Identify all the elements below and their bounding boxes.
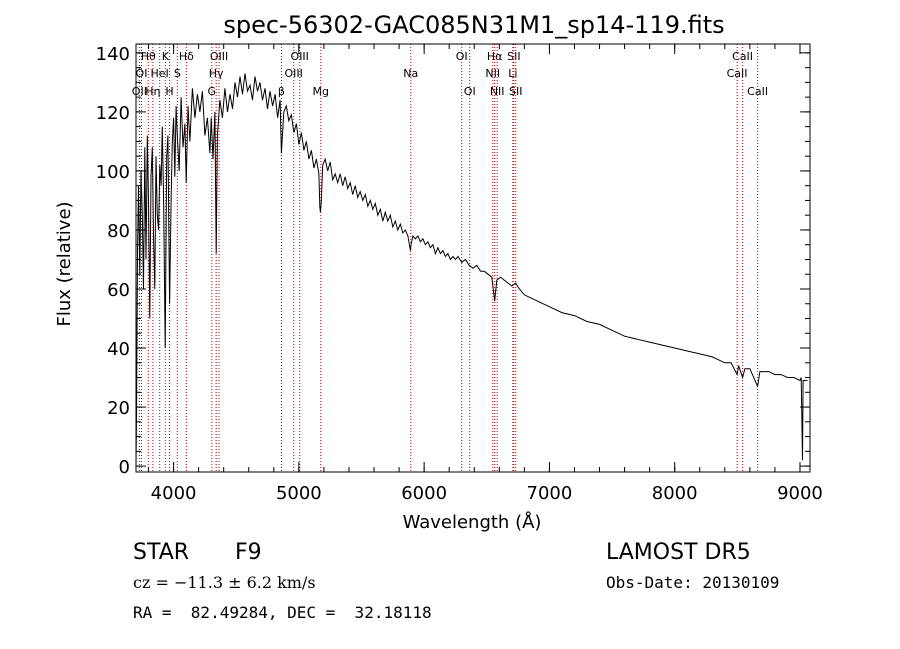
y-tick-label: 100	[96, 162, 130, 183]
marker-label: CaII	[747, 85, 768, 98]
marker-label: CaII	[732, 50, 753, 63]
marker-label: β	[278, 85, 285, 98]
x-tick-label: 8000	[652, 483, 698, 504]
x-tick-label: 9000	[777, 483, 823, 504]
x-tick-label: 6000	[401, 483, 447, 504]
y-tick-label: 40	[107, 339, 130, 360]
marker-label: H	[165, 85, 173, 98]
marker-label: Na	[403, 67, 418, 80]
marker-label: OIII	[210, 50, 228, 63]
marker-label: Hα	[487, 50, 503, 63]
marker-label: S	[174, 67, 181, 80]
spectrum-series	[135, 73, 808, 467]
x-axis-label: Wavelength (Å)	[403, 511, 542, 533]
marker-label: CaII	[727, 67, 748, 80]
marker-label: G	[208, 85, 217, 98]
marker-label: Hθ	[141, 50, 156, 63]
x-tick-label: 5000	[276, 483, 322, 504]
coordinates: RA = 82.49284, DEC = 32.18118	[133, 603, 432, 622]
marker-label: NII	[490, 85, 505, 98]
marker-label: Mg	[313, 85, 329, 98]
survey-label: LAMOST DR5	[606, 540, 751, 565]
redshift-text: cz = −11.3 ± 6.2 km/s	[133, 573, 316, 592]
plot-frame	[135, 43, 811, 473]
marker-label: OI	[456, 50, 468, 63]
marker-label: OIII	[285, 67, 303, 80]
marker-label: SII	[507, 50, 520, 63]
y-tick-label: 60	[107, 280, 130, 301]
chart-title: spec-56302-GAC085N31M1_sp14-119.fits	[223, 11, 724, 39]
marker-label: NII	[485, 67, 500, 80]
marker-label: Hγ	[209, 67, 224, 80]
y-tick-label: 120	[96, 103, 130, 124]
y-axis-label: Flux (relative)	[54, 201, 75, 326]
x-tick-label: 7000	[527, 483, 573, 504]
x-tick-label: 4000	[151, 483, 197, 504]
subclass: F9	[235, 540, 262, 565]
marker-label: K	[162, 50, 170, 63]
marker-label: OIII	[291, 50, 309, 63]
marker-label: Li	[508, 67, 517, 80]
object-type: STAR	[133, 540, 190, 565]
marker-label: Hη	[145, 85, 160, 98]
marker-label: HeI	[151, 67, 169, 80]
marker-label: Hδ	[179, 50, 194, 63]
y-tick-label: 80	[107, 221, 130, 242]
y-tick-label: 0	[119, 457, 130, 478]
marker-label: OI	[464, 85, 476, 98]
obs-date: Obs-Date: 20130109	[606, 573, 780, 592]
spectrum-line	[135, 73, 808, 467]
y-tick-label: 20	[107, 398, 130, 419]
axes: 4000 5000 6000 7000 8000 9000 0 20 40 60 80 100 120 1…	[96, 43, 823, 504]
y-tick-label: 140	[96, 44, 130, 65]
marker-label: OI	[136, 67, 148, 80]
marker-label: SII	[509, 85, 522, 98]
